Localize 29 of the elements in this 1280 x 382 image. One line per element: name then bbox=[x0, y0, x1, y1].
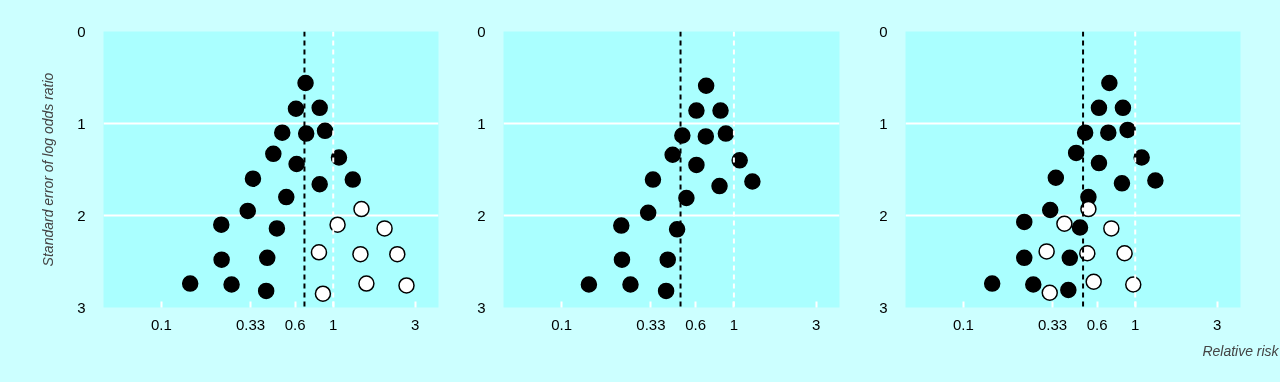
x-tick-label: 0.6 bbox=[685, 315, 707, 333]
x-tick-label: 0.33 bbox=[235, 315, 266, 333]
x-tick-label: 3 bbox=[1213, 315, 1222, 333]
y-tick-label: 2 bbox=[879, 206, 888, 224]
x-tick-label: 0.1 bbox=[551, 315, 573, 333]
x-tick-label: 1 bbox=[329, 315, 338, 333]
x-tick-label: 1 bbox=[729, 315, 739, 333]
y-tick-label: 3 bbox=[77, 298, 86, 316]
x-tick-label: 0.33 bbox=[1037, 315, 1068, 333]
x-tick-label: 0.33 bbox=[636, 315, 666, 333]
y-tick-label: 3 bbox=[879, 298, 888, 316]
x-tick-label: 0.1 bbox=[953, 315, 974, 333]
x-tick-label: 1 bbox=[1131, 315, 1140, 333]
y-tick-label: 2 bbox=[477, 206, 486, 224]
y-tick-label: 2 bbox=[77, 206, 86, 224]
y-tick-label: 1 bbox=[477, 114, 486, 132]
x-tick-label: 0.6 bbox=[1086, 315, 1108, 333]
y-axis-title: Standard error of log odds ratio bbox=[40, 72, 57, 267]
x-tick-label: 3 bbox=[811, 315, 821, 333]
y-tick-label: 0 bbox=[879, 22, 888, 40]
x-tick-label: 0.1 bbox=[151, 315, 172, 333]
x-axis-title: Relative risk bbox=[1202, 342, 1280, 359]
y-tick-label: 0 bbox=[477, 22, 486, 40]
y-tick-label: 1 bbox=[77, 114, 86, 132]
y-tick-label: 0 bbox=[77, 22, 86, 40]
x-tick-label: 0.6 bbox=[284, 315, 306, 333]
y-tick-label: 1 bbox=[879, 114, 888, 132]
y-tick-label: 3 bbox=[477, 298, 486, 316]
x-tick-label: 3 bbox=[411, 315, 420, 333]
